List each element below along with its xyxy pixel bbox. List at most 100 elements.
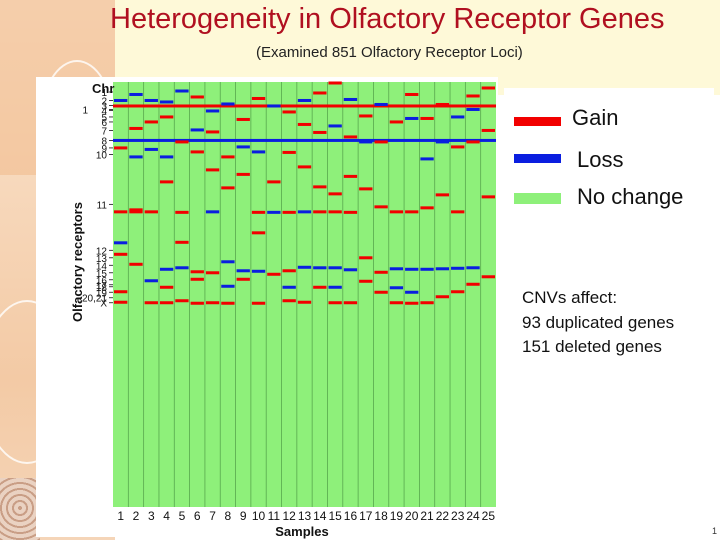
sample-tick-label: 8	[225, 509, 232, 523]
sample-tick-label: 15	[328, 509, 342, 523]
cnv-cell-gain	[236, 117, 250, 121]
chromosome-tick-label: 14	[96, 261, 108, 272]
cnv-cell-gain	[435, 102, 450, 106]
cnv-cell-gain	[466, 140, 480, 144]
cnv-cell-gain	[466, 282, 480, 286]
cnv-cell-gain	[451, 145, 465, 149]
cnv-cell-gain	[374, 140, 388, 144]
legend-loss-label: Loss	[577, 147, 624, 172]
sample-tick-label: 14	[313, 509, 327, 523]
cnv-cell-loss	[129, 92, 143, 96]
cnv-cell-gain	[175, 140, 189, 144]
cnv-cell-gain	[175, 240, 189, 244]
cnv-row-loss	[113, 138, 496, 142]
chromosome-tick-label: 11	[97, 200, 108, 211]
cnv-cell-gain	[328, 301, 342, 305]
cnv-cell-gain	[190, 301, 204, 305]
sample-tick-label: 5	[179, 509, 186, 523]
cnv-cell-gain	[144, 301, 158, 305]
cnv-cell-loss	[175, 89, 189, 93]
cnv-cell-loss	[144, 147, 158, 151]
cnv-cell-loss	[359, 140, 373, 144]
cnv-cell-gain	[389, 210, 404, 214]
cnv-cell-gain	[435, 193, 450, 197]
cnv-cell-loss	[343, 268, 358, 272]
cnv-cell-gain	[114, 300, 128, 304]
cnv-cell-gain	[328, 210, 342, 214]
cnv-cell-loss	[297, 210, 312, 214]
sample-tick-label: 9	[240, 509, 247, 523]
chromosome-tick-label: 8	[101, 136, 107, 147]
legend-swatch-no-change	[514, 193, 561, 204]
cnv-cell-loss	[328, 124, 342, 128]
cnv-cell-loss	[405, 290, 419, 294]
slide-subtitle: (Examined 851 Olfactory Receptor Loci)	[256, 44, 523, 61]
cnv-cell-loss	[205, 210, 220, 214]
sample-tick-label: 16	[344, 509, 358, 523]
sample-tick-label: 11	[268, 509, 281, 523]
cnv-cell-gain	[405, 92, 419, 96]
cnv-cell-gain	[374, 205, 388, 209]
cnv-cell-gain	[190, 95, 204, 99]
legend-swatch-loss	[514, 154, 561, 163]
sample-tick-label: 17	[359, 509, 373, 523]
cnv-cell-gain	[205, 130, 220, 134]
cnv-cell-loss	[297, 265, 312, 269]
cnv-cell-loss	[236, 269, 250, 273]
cnv-cell-loss	[129, 155, 143, 159]
cnv-cell-gain	[221, 301, 235, 305]
cnv-cell-loss	[144, 98, 158, 102]
cnv-cell-loss	[114, 241, 128, 245]
cnv-cell-gain	[129, 262, 143, 266]
cnv-cell-gain	[159, 285, 174, 289]
legend-no-change-label: No change	[577, 184, 684, 209]
cnv-cell-gain	[282, 210, 296, 214]
cnv-cell-gain	[159, 301, 174, 305]
chromosome-tick-label: 16	[96, 276, 108, 287]
chromosome-tick-label: 13	[96, 254, 108, 265]
cnv-cell-gain	[451, 290, 465, 294]
y-axis-label: Olfactory receptors	[70, 202, 85, 322]
chromosome-tick-label: 9	[101, 144, 107, 155]
cnv-cell-gain	[481, 86, 495, 90]
cnv-cell-gain	[481, 195, 495, 199]
sample-tick-label: 1	[117, 509, 124, 523]
cnv-cell-loss	[389, 286, 404, 290]
cnv-cell-gain	[313, 210, 327, 214]
cnv-cell-loss	[221, 284, 235, 288]
cnv-cell-gain	[251, 96, 266, 100]
cnv-cell-loss	[435, 267, 450, 271]
cnv-cell-gain	[420, 206, 434, 210]
chromosome-tick-label: 5	[101, 113, 107, 124]
sample-tick-label: 22	[436, 509, 450, 523]
cnv-cell-gain	[328, 81, 342, 85]
chromosome-tick-label: 17	[96, 281, 108, 292]
cnv-cell-loss	[466, 266, 480, 270]
cnv-cell-gain	[251, 301, 266, 305]
cnv-cell-loss	[251, 269, 266, 273]
cnv-cell-gain	[405, 301, 419, 305]
cnv-cell-gain	[114, 146, 128, 150]
legend-swatch-gain	[514, 117, 561, 126]
cnv-cell-gain	[374, 270, 388, 274]
cnv-cell-gain	[420, 116, 434, 120]
cnv-cell-loss	[435, 140, 450, 144]
cnv-cell-gain	[389, 120, 404, 124]
cnv-cell-gain	[343, 135, 358, 139]
cnv-cell-gain	[251, 210, 266, 214]
cnv-cell-loss	[389, 267, 404, 271]
cnv-cell-gain	[343, 210, 358, 214]
cnv-cell-loss	[282, 285, 296, 289]
cnv-cell-loss	[221, 102, 235, 106]
cnv-cell-gain	[435, 295, 450, 299]
cnv-cell-gain	[175, 210, 189, 214]
cnv-cell-loss	[374, 102, 388, 106]
cnv-cell-gain	[343, 301, 358, 305]
chromosome-tick-label: 18	[96, 283, 108, 294]
cnv-cell-loss	[267, 210, 281, 214]
cnv-cell-loss	[405, 267, 419, 271]
sample-tick-label: 7	[209, 509, 216, 523]
cnv-cell-gain	[221, 155, 235, 159]
sample-tick-label: 25	[482, 509, 496, 523]
